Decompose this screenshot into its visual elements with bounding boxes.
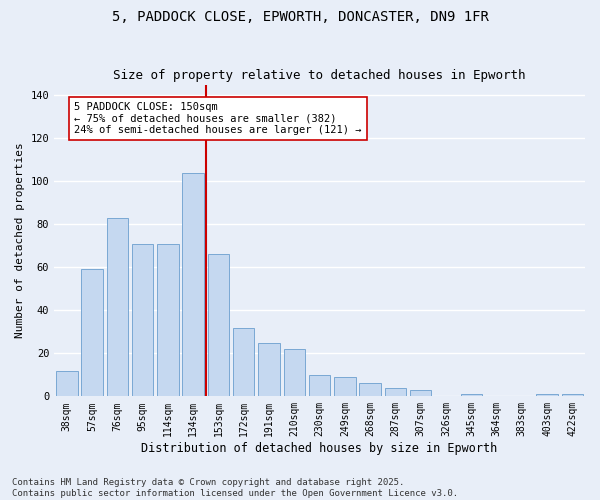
- Bar: [410, 390, 431, 396]
- X-axis label: Distribution of detached houses by size in Epworth: Distribution of detached houses by size …: [142, 442, 498, 455]
- Bar: [132, 244, 154, 396]
- Bar: [82, 270, 103, 396]
- Bar: [56, 370, 77, 396]
- Bar: [258, 342, 280, 396]
- Text: Contains HM Land Registry data © Crown copyright and database right 2025.
Contai: Contains HM Land Registry data © Crown c…: [12, 478, 458, 498]
- Bar: [359, 384, 381, 396]
- Bar: [107, 218, 128, 396]
- Title: Size of property relative to detached houses in Epworth: Size of property relative to detached ho…: [113, 69, 526, 82]
- Bar: [385, 388, 406, 396]
- Bar: [461, 394, 482, 396]
- Bar: [157, 244, 179, 396]
- Bar: [182, 172, 204, 396]
- Y-axis label: Number of detached properties: Number of detached properties: [15, 142, 25, 338]
- Bar: [536, 394, 558, 396]
- Text: 5 PADDOCK CLOSE: 150sqm
← 75% of detached houses are smaller (382)
24% of semi-d: 5 PADDOCK CLOSE: 150sqm ← 75% of detache…: [74, 102, 362, 135]
- Bar: [309, 375, 331, 396]
- Bar: [208, 254, 229, 396]
- Bar: [334, 377, 356, 396]
- Text: 5, PADDOCK CLOSE, EPWORTH, DONCASTER, DN9 1FR: 5, PADDOCK CLOSE, EPWORTH, DONCASTER, DN…: [112, 10, 488, 24]
- Bar: [233, 328, 254, 396]
- Bar: [562, 394, 583, 396]
- Bar: [284, 349, 305, 397]
